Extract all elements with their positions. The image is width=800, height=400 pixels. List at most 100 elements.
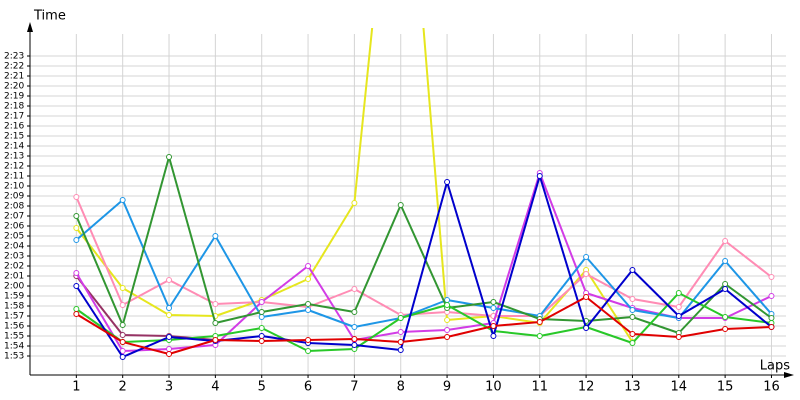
data-point xyxy=(166,312,173,318)
data-point xyxy=(351,336,358,342)
data-point xyxy=(583,254,590,260)
data-point xyxy=(490,305,497,311)
data-point xyxy=(536,319,543,325)
data-point xyxy=(305,263,312,269)
x-tick-label: 1 xyxy=(72,380,80,395)
data-point xyxy=(305,337,312,343)
x-tick-label: 3 xyxy=(165,380,173,395)
y-tick-label: 2:03 xyxy=(4,252,24,262)
data-point xyxy=(490,333,497,339)
x-tick-label: 11 xyxy=(531,380,548,395)
data-point xyxy=(629,314,636,320)
data-point xyxy=(119,354,126,360)
y-tick-label: 2:02 xyxy=(4,262,24,272)
data-point xyxy=(768,315,775,321)
x-tick-label: 7 xyxy=(350,380,358,395)
y-tick-label: 2:12 xyxy=(4,162,24,172)
data-point xyxy=(166,277,173,283)
data-point xyxy=(351,309,358,315)
data-point xyxy=(351,342,358,348)
data-point xyxy=(768,274,775,280)
data-point xyxy=(166,351,173,357)
x-tick-label: 12 xyxy=(578,380,595,395)
x-tick-label: 15 xyxy=(717,380,734,395)
data-point xyxy=(305,301,312,307)
data-point xyxy=(629,331,636,337)
y-tick-label: 2:22 xyxy=(4,62,24,72)
data-point xyxy=(768,293,775,299)
data-point xyxy=(675,290,682,296)
series-line xyxy=(75,196,773,317)
data-point xyxy=(119,285,126,291)
x-tick-label: 6 xyxy=(304,380,312,395)
x-tick-label: 13 xyxy=(624,380,641,395)
y-tick-label: 1:57 xyxy=(4,312,24,322)
data-point xyxy=(629,307,636,313)
x-tick-label: 14 xyxy=(671,380,688,395)
data-point xyxy=(583,325,590,331)
data-point xyxy=(490,299,497,305)
data-point xyxy=(119,322,126,328)
data-point xyxy=(166,334,173,340)
data-point xyxy=(212,233,219,239)
data-point xyxy=(397,329,404,335)
x-tick-label: 9 xyxy=(443,380,451,395)
data-point xyxy=(258,325,265,331)
data-point xyxy=(722,326,729,332)
y-tick-label: 1:56 xyxy=(4,322,24,332)
data-point xyxy=(536,173,543,179)
x-arrow xyxy=(784,372,794,378)
y-tick-label: 2:23 xyxy=(4,52,24,62)
data-point xyxy=(583,271,590,277)
data-point xyxy=(73,225,80,231)
data-point xyxy=(258,338,265,344)
y-tick-label: 2:05 xyxy=(4,232,24,242)
data-point xyxy=(119,339,126,345)
y-tick-label: 1:55 xyxy=(4,332,24,342)
y-tick-label: 2:09 xyxy=(4,192,24,202)
data-point xyxy=(166,346,173,352)
x-tick-label: 8 xyxy=(397,380,405,395)
data-point xyxy=(675,313,682,319)
data-point xyxy=(397,315,404,321)
data-point xyxy=(397,339,404,345)
data-point xyxy=(212,301,219,307)
data-point xyxy=(73,237,80,243)
data-point xyxy=(119,197,126,203)
data-point xyxy=(675,304,682,310)
y-tick-label: 2:07 xyxy=(4,212,24,222)
series-line xyxy=(75,156,773,334)
data-point xyxy=(351,286,358,292)
y-tick-label: 1:54 xyxy=(4,342,24,352)
data-point xyxy=(397,202,404,208)
data-point xyxy=(73,283,80,289)
data-point xyxy=(73,213,80,219)
y-tick-label: 2:15 xyxy=(4,132,24,142)
y-tick-label: 1:58 xyxy=(4,302,24,312)
data-point xyxy=(119,348,126,354)
data-point xyxy=(675,334,682,340)
data-point xyxy=(444,302,451,308)
data-point xyxy=(629,340,636,346)
data-point xyxy=(444,327,451,333)
data-point xyxy=(212,337,219,343)
x-tick-label: 16 xyxy=(763,380,780,395)
data-point xyxy=(351,324,358,330)
y-tick-label: 1:59 xyxy=(4,292,24,302)
x-axis-label: Laps xyxy=(760,359,790,374)
data-point xyxy=(444,317,451,323)
data-point xyxy=(444,179,451,185)
data-point xyxy=(351,200,358,206)
data-point xyxy=(583,294,590,300)
y-arrow xyxy=(27,22,33,32)
data-point xyxy=(722,314,729,320)
y-tick-label: 2:04 xyxy=(4,242,24,252)
y-tick-label: 2:19 xyxy=(4,92,24,102)
data-point xyxy=(536,333,543,339)
y-tick-label: 1:53 xyxy=(4,352,24,362)
data-point xyxy=(722,286,729,292)
data-point xyxy=(722,238,729,244)
y-tick-label: 2:18 xyxy=(4,102,24,112)
data-point xyxy=(212,320,219,326)
series-line xyxy=(75,296,772,355)
